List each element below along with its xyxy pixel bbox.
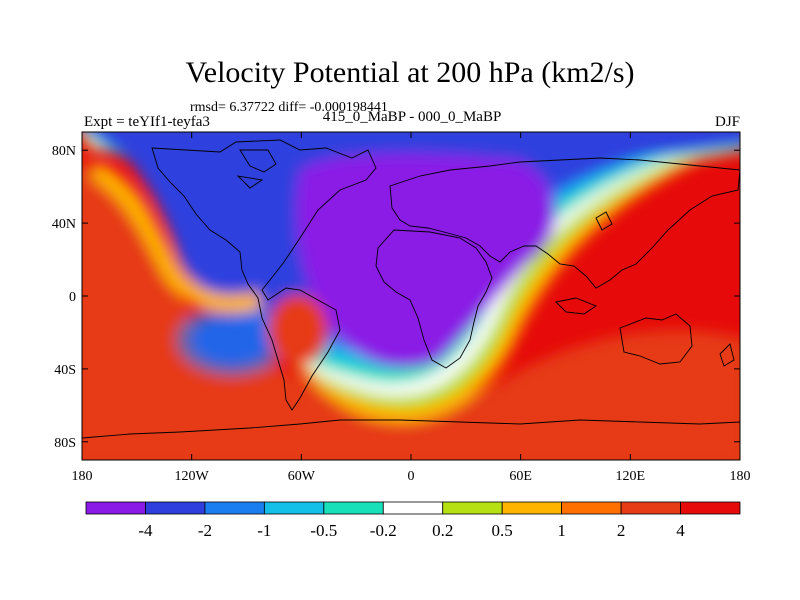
colorbar-label: -4 [138,521,153,540]
colorbar-label: 1 [557,521,566,540]
y-tick-label: 40S [54,363,76,378]
colorbar-swatch [323,501,384,515]
x-tick-label: 180 [72,469,93,484]
x-axis: 180 120W 60W 0 60E 120E 180 [72,132,751,484]
colorbar-swatch [561,501,622,515]
y-tick-label: 0 [69,290,76,305]
colorbar-label: 0.2 [432,521,453,540]
colorbar-swatch [620,501,681,515]
coastline-americas [151,139,377,411]
colorbar-label: 2 [617,521,626,540]
coastline-asia-islands [555,211,613,315]
period-label: 415_0_MaBP - 000_0_MaBP [323,109,502,125]
x-tick-label: 120E [616,469,646,484]
x-tick-label: 180 [730,469,751,484]
coastline-australia [619,313,693,365]
contour-lobe-southeast-pacific-halo [176,304,288,376]
y-tick-label: 80N [52,144,76,159]
coastline-antarctica [82,419,740,439]
x-tick-label: 120W [175,469,210,484]
y-tick-label: 80S [54,436,76,451]
contour-band-min [296,153,556,368]
coastlines [82,139,740,439]
colorbar-swatch [442,501,503,515]
colorbar-swatch [680,501,741,515]
y-axis: 80N 40N 0 40S 80S [52,144,740,451]
y-tick-label: 40N [52,217,76,232]
colorbar-swatch [501,501,563,515]
colorbar-swatch [85,501,146,515]
coastline-africa [375,229,493,369]
colorbar-swatch [204,501,265,515]
x-tick-label: 0 [408,469,415,484]
coastline-new-zealand [719,343,735,367]
colorbar-swatch [382,501,444,515]
colorbar-label: 4 [676,521,685,540]
colorbar-swatch [263,501,325,515]
colorbar-label: 0.5 [492,521,513,540]
contour-lobe-south-america [268,294,328,366]
coastline-canadian-islands [236,149,277,189]
contour-field [82,132,740,460]
colorbar-label: -0.5 [310,521,337,540]
colorbar: -4 -2 -1 -0.5 -0.2 0.2 0.5 1 2 4 [85,501,741,540]
stats-label: rmsd= 6.37722 diff= -0.000198441 [190,100,388,115]
x-tick-label: 60E [509,469,532,484]
colorbar-label: -1 [257,521,271,540]
coastline-eurasia [389,157,740,289]
x-tick-label: 60W [288,469,316,484]
chart-title: Velocity Potential at 200 hPa (km2/s) [185,56,634,89]
season-label: DJF [715,114,740,130]
colorbar-label: -0.2 [370,521,397,540]
experiment-label: Expt = teYIf1-teyfa3 [84,114,210,130]
contour-ridge-pacific [90,162,263,313]
colorbar-swatch [145,501,206,515]
colorbar-label: -2 [198,521,212,540]
